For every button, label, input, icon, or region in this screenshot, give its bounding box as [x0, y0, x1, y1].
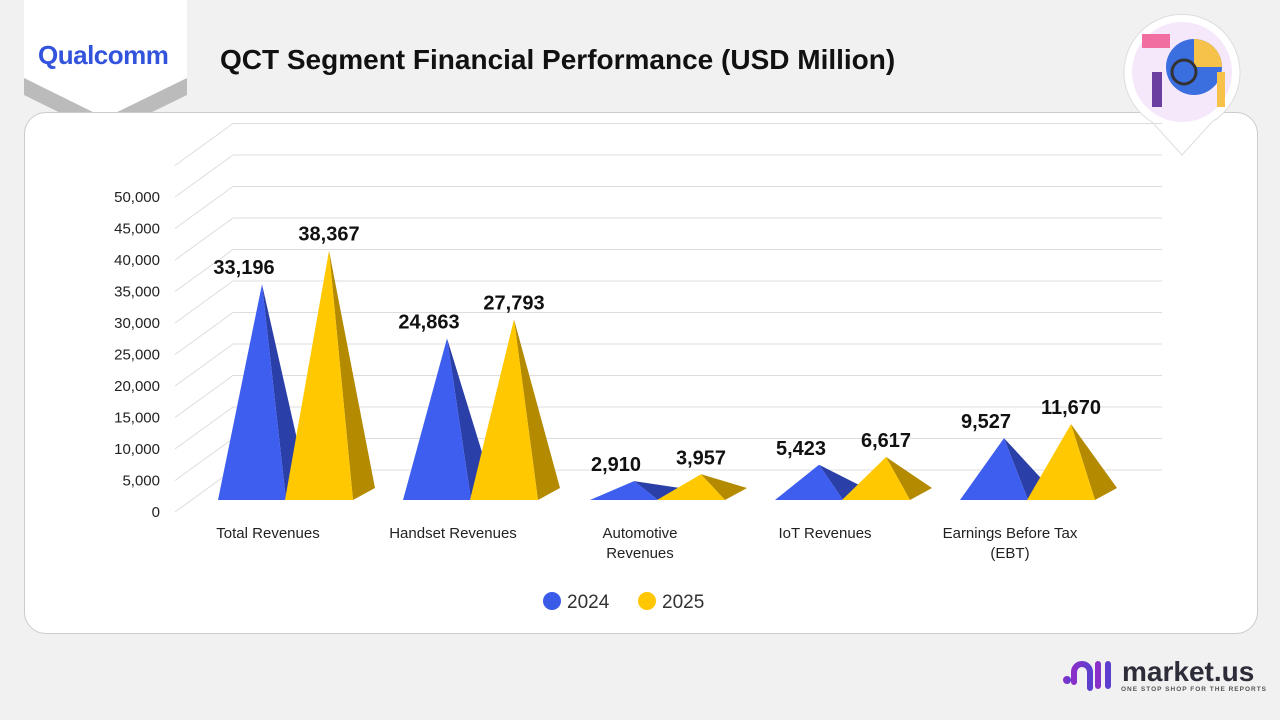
x-category-label: (EBT): [990, 545, 1029, 562]
legend-label: 2025: [662, 592, 704, 613]
y-tick-label: 30,000: [114, 315, 160, 332]
legend-label: 2024: [567, 592, 610, 613]
gridline: [174, 312, 1162, 355]
pyramid-side-2024: [634, 481, 680, 500]
y-tick-label: 20,000: [114, 378, 160, 395]
data-label: 3,957: [676, 447, 726, 469]
pyramid-side-2025: [886, 456, 932, 500]
y-tick-label: 15,000: [114, 410, 160, 427]
data-label: 33,196: [213, 257, 274, 279]
gridline: [174, 123, 1162, 166]
y-tick-label: 35,000: [114, 284, 160, 301]
pyramid-2024: [590, 481, 658, 500]
pyramid-2025: [470, 319, 538, 500]
analytics-illustration-icon: [1123, 13, 1241, 156]
y-tick-label: 5,000: [122, 473, 160, 490]
pyramid-2024: [218, 284, 286, 500]
logo-badge: [24, 0, 187, 135]
pyramid-side-2025: [514, 319, 560, 500]
qualcomm-logo: Qualcomm: [38, 40, 169, 70]
pyramid-side-2025: [329, 250, 375, 500]
x-category-label: Earnings Before Tax: [943, 525, 1078, 542]
data-label: 2,910: [591, 454, 641, 476]
y-tick-label: 40,000: [114, 252, 160, 269]
gridline: [174, 406, 1162, 450]
gridline: [174, 249, 1162, 292]
pyramid-2024: [960, 438, 1028, 500]
gridline: [174, 217, 1162, 261]
y-tick-label: 0: [152, 504, 160, 521]
gridline: [174, 186, 1162, 229]
legend-marker-2025: [638, 592, 656, 610]
x-category-label: Revenues: [606, 545, 674, 562]
data-label: 11,670: [1041, 397, 1101, 419]
x-category-label: Total Revenues: [216, 525, 319, 542]
gridline: [174, 375, 1162, 418]
pyramid-2025: [1027, 424, 1095, 500]
pyramid-2025: [285, 250, 353, 500]
pyramid-side-2025: [701, 474, 747, 500]
x-category-label: Handset Revenues: [389, 525, 517, 542]
pyramid-2024: [403, 338, 471, 500]
y-tick-label: 45,000: [114, 221, 160, 238]
legend-marker-2024: [543, 592, 561, 610]
market-us-tagline: ONE STOP SHOP FOR THE REPORTS: [1121, 686, 1268, 693]
pyramid-2025: [657, 474, 725, 500]
data-label: 24,863: [398, 311, 459, 333]
gridline: [174, 280, 1162, 324]
x-category-label: Automotive: [602, 525, 677, 542]
y-tick-label: 25,000: [114, 347, 160, 364]
page-title: QCT Segment Financial Performance (USD M…: [220, 44, 896, 75]
data-label: 6,617: [861, 430, 911, 452]
data-label: 38,367: [298, 224, 359, 246]
market-us-logo-icon: [1063, 661, 1111, 691]
pyramid-2024: [775, 464, 843, 500]
data-label: 9,527: [961, 411, 1011, 433]
x-category-label: IoT Revenues: [778, 525, 871, 542]
y-tick-label: 10,000: [114, 441, 160, 458]
chart-panel: [24, 112, 1258, 634]
gridline: [174, 343, 1162, 387]
y-tick-label: 50,000: [114, 189, 160, 206]
data-label: 5,423: [776, 438, 826, 460]
data-label: 27,793: [483, 292, 544, 314]
pyramid-2025: [842, 456, 910, 500]
gridline: [174, 154, 1162, 198]
market-us-brand: market.us: [1122, 656, 1255, 687]
pyramid-side-2025: [1071, 424, 1117, 500]
